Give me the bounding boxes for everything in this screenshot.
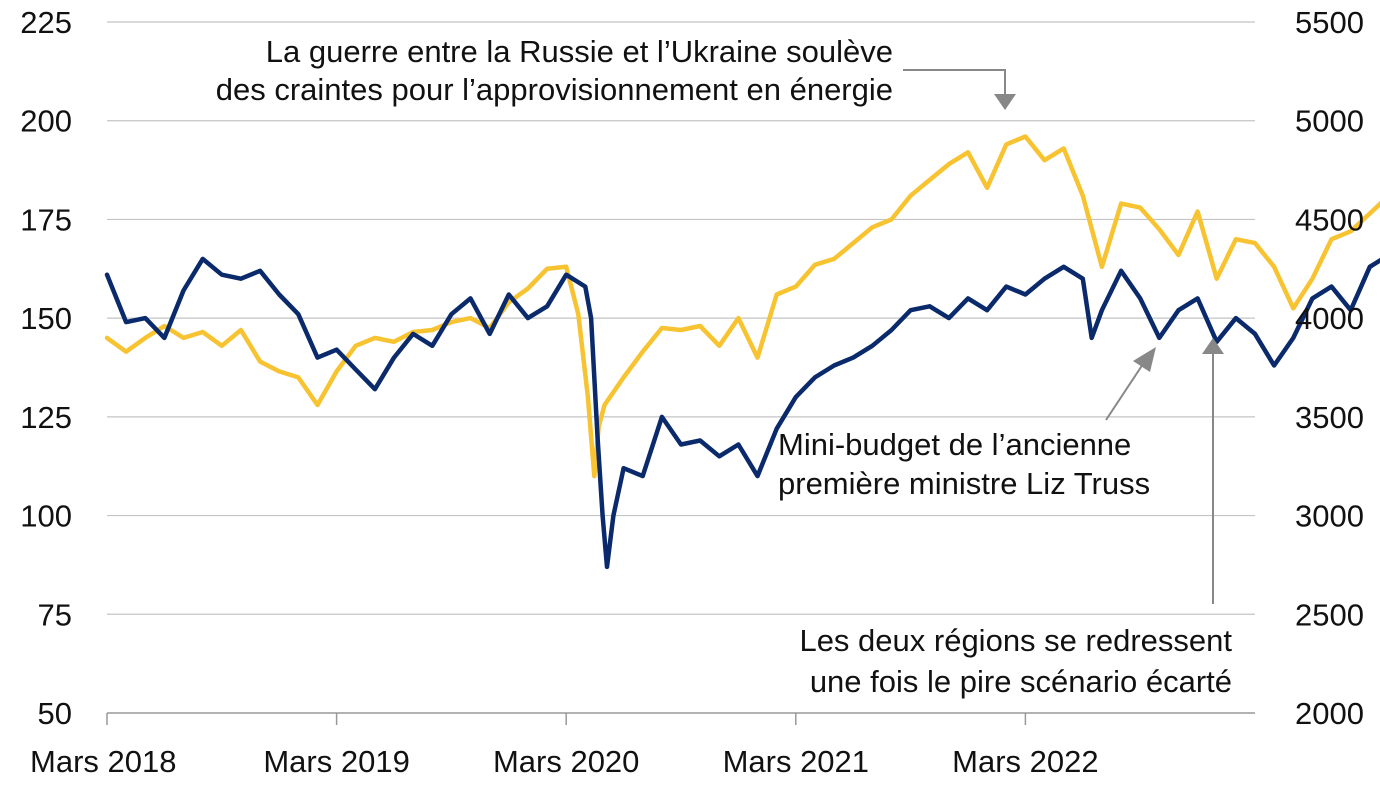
annotation-recovery-line: Les deux régions se redressent — [799, 623, 1232, 658]
annotation-mini-budget-line: première ministre Liz Truss — [778, 466, 1150, 501]
y-left-tick-label: 175 — [20, 202, 72, 237]
y-right-tick-label: 5500 — [1295, 5, 1364, 40]
series-lines — [104, 134, 1380, 570]
callout-mini-budget — [1105, 363, 1144, 421]
callout-arrowhead — [1202, 338, 1224, 354]
y-left-tick-label: 200 — [20, 104, 72, 139]
y-left-tick-label: 50 — [38, 696, 72, 731]
callout-arrowhead — [994, 94, 1016, 110]
callout-arrowhead — [1133, 347, 1156, 372]
y-right-tick-label: 2500 — [1295, 597, 1364, 632]
x-tick-label: Mars 2018 — [30, 744, 176, 779]
annotation-recovery-line: une fois le pire scénario écarté — [810, 664, 1232, 699]
annotation-energy-war-line: La guerre entre la Russie et l’Ukraine s… — [266, 34, 893, 69]
y-left-tick-label: 150 — [20, 301, 72, 336]
y-right-tick-label: 2000 — [1295, 696, 1364, 731]
x-tick-label: Mars 2020 — [493, 744, 639, 779]
x-tick-label: Mars 2019 — [263, 744, 409, 779]
callouts — [903, 69, 1224, 604]
series-line-right-axis — [104, 134, 1380, 479]
x-tick-label: Mars 2022 — [952, 744, 1098, 779]
callout-energy-war — [903, 69, 1006, 96]
y-left-tick-label: 75 — [38, 597, 72, 632]
y-right-tick-label: 5000 — [1295, 104, 1364, 139]
y-right-tick-label: 3500 — [1295, 400, 1364, 435]
labels: 50 75 100 125 150 175 200 225 2000 2500 3000 3500 40… — [20, 5, 1364, 779]
series-line-left-axis — [104, 256, 1380, 570]
y-right-tick-label: 3000 — [1295, 499, 1364, 534]
y-left-tick-label: 125 — [20, 400, 72, 435]
annotation-energy-war-line: des craintes pour l’approvisionnement en… — [216, 72, 893, 107]
y-left-tick-label: 100 — [20, 499, 72, 534]
y-right-tick-label: 4000 — [1295, 301, 1364, 336]
gridlines — [107, 21, 1255, 615]
x-tick-label: Mars 2021 — [723, 744, 869, 779]
y-right-tick-label: 4500 — [1295, 202, 1364, 237]
annotation-mini-budget-line: Mini-budget de l’ancienne — [778, 427, 1131, 462]
y-left-tick-label: 225 — [20, 5, 72, 40]
axes — [106, 712, 1255, 725]
